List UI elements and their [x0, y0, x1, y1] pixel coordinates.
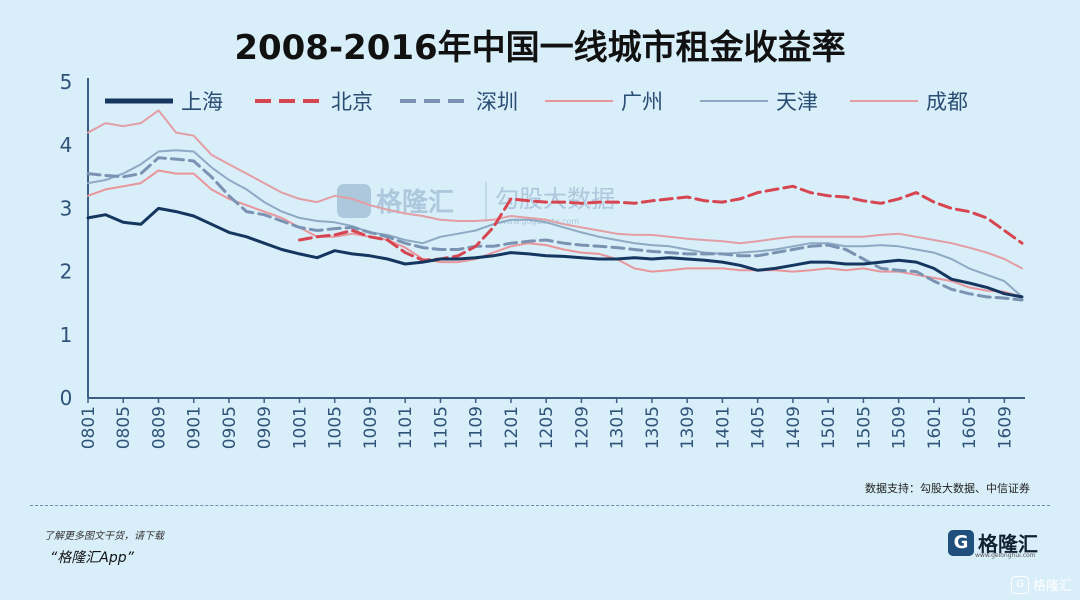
x-tick-label: 1405	[749, 406, 769, 449]
legend-label: 深圳	[476, 90, 518, 114]
brand-logo: G 格隆汇	[948, 528, 1038, 557]
x-tick-label: 1301	[608, 406, 628, 449]
x-tick-label: 1409	[784, 406, 804, 449]
brand-url: www.gelonghui.com	[975, 552, 1036, 559]
x-tick-label: 1201	[502, 406, 522, 449]
y-tick-label: 4	[60, 133, 73, 157]
legend-label: 北京	[331, 90, 373, 114]
x-tick-label: 1501	[819, 406, 839, 449]
watermark-brand: 格隆汇	[376, 187, 454, 218]
x-tick-label: 1605	[960, 406, 980, 449]
x-tick-label: 1601	[925, 406, 945, 449]
legend-label: 广州	[621, 90, 663, 114]
x-tick-label: 1609	[995, 406, 1015, 449]
logo-icon: G	[1010, 575, 1029, 594]
x-tick-label: 1309	[678, 406, 698, 449]
x-tick-label: 1009	[361, 406, 381, 449]
x-tick-label: 1105	[431, 406, 451, 449]
series-line-深圳	[86, 156, 1024, 302]
x-tick-label: 0805	[114, 406, 134, 449]
series-line-上海	[86, 206, 1024, 299]
x-tick-label: 1305	[643, 406, 663, 449]
x-tick-label: 0909	[255, 406, 275, 449]
series-line-广州	[87, 169, 1023, 298]
x-tick-label: 1505	[854, 406, 874, 449]
chart-title: 2008-2016年中国一线城市租金收益率	[234, 28, 846, 68]
divider	[30, 505, 1050, 506]
x-tick-label: 1109	[467, 406, 487, 449]
x-tick-label: 1205	[537, 406, 557, 449]
series-line-天津	[87, 149, 1023, 298]
y-tick-label: 2	[60, 260, 73, 284]
app-name-text: “格隆汇App”	[50, 550, 134, 566]
brand-name: 格隆汇	[978, 532, 1038, 556]
x-tick-label: 0801	[79, 406, 99, 449]
watermark-logo-icon	[337, 184, 371, 218]
legend-label: 天津	[776, 90, 818, 114]
y-tick-label: 0	[60, 386, 73, 410]
x-tick-label: 0901	[185, 406, 205, 449]
corner-watermark: G 格隆汇	[1010, 575, 1072, 594]
logo-icon: G	[948, 529, 974, 556]
series-line-成都	[87, 109, 1023, 270]
corner-watermark-label: 格隆汇	[1032, 579, 1072, 594]
x-tick-label: 0809	[149, 406, 169, 449]
watermark-sub: 勾股大数据	[495, 185, 615, 213]
legend-label: 成都	[926, 90, 968, 114]
x-tick-label: 1001	[290, 406, 310, 449]
y-tick-label: 3	[60, 196, 73, 220]
series-line-北京	[298, 184, 1024, 262]
y-tick-label: 5	[60, 70, 73, 94]
promo-text: 了解更多图文干货，请下载	[44, 531, 164, 542]
x-tick-label: 1401	[713, 406, 733, 449]
x-tick-label: 1005	[326, 406, 346, 449]
data-source-note: 数据支持：勾股大数据、中信证券	[865, 482, 1030, 495]
x-tick-label: 1101	[396, 406, 416, 449]
x-tick-label: 1209	[572, 406, 592, 449]
legend-label: 上海	[181, 90, 223, 114]
x-tick-label: 0905	[220, 406, 240, 449]
y-tick-label: 1	[60, 323, 73, 347]
x-tick-label: 1509	[890, 406, 910, 449]
